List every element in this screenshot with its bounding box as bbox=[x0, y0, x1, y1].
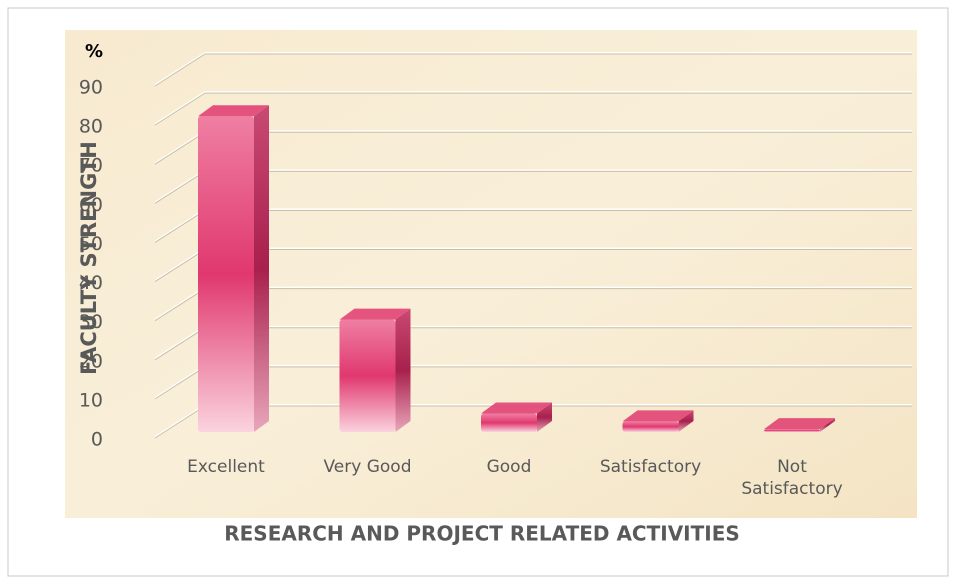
bar-front bbox=[198, 116, 254, 433]
bar bbox=[339, 308, 411, 432]
grid-line bbox=[154, 91, 912, 125]
y-tick-label: 0 bbox=[91, 429, 103, 451]
x-tick-label: Very Good bbox=[323, 457, 412, 477]
x-tick-label: Satisfactory bbox=[599, 457, 702, 477]
y-tick-label: 60 bbox=[79, 194, 103, 216]
bar-front bbox=[339, 319, 396, 432]
bar bbox=[622, 410, 694, 432]
bar-front bbox=[622, 421, 679, 432]
y-axis-title: FACULTY STRENGTH bbox=[77, 141, 101, 375]
bar-side bbox=[537, 402, 552, 432]
bar-top bbox=[339, 308, 411, 320]
grid-line bbox=[154, 52, 912, 86]
bar-top bbox=[622, 410, 694, 422]
bar bbox=[764, 418, 835, 432]
bar-top bbox=[481, 402, 552, 414]
y-tick-label: 50 bbox=[79, 233, 103, 255]
bar-front bbox=[481, 413, 537, 432]
y-tick-label: 10 bbox=[79, 389, 103, 411]
y-tick-label: 90 bbox=[79, 77, 103, 99]
x-tick-label: Not Satisfactory bbox=[741, 457, 843, 499]
bar bbox=[198, 105, 269, 433]
bar-side bbox=[678, 410, 694, 432]
grid-line-shadow bbox=[154, 53, 912, 87]
y-tick-label: 70 bbox=[79, 155, 103, 177]
y-tick-label: 40 bbox=[79, 272, 103, 294]
bar-side bbox=[820, 418, 835, 432]
bar-top bbox=[198, 105, 269, 117]
x-tick-label: Excellent bbox=[187, 457, 265, 477]
bar bbox=[481, 402, 552, 432]
y-unit: % bbox=[85, 41, 103, 62]
grid-line-shadow bbox=[154, 92, 912, 126]
y-tick-label: 80 bbox=[79, 116, 103, 138]
bar-top bbox=[764, 418, 835, 430]
bar-side bbox=[395, 308, 411, 432]
bar-side bbox=[254, 105, 269, 433]
x-tick-label: Good bbox=[486, 457, 532, 477]
x-axis-title: RESEARCH AND PROJECT RELATED ACTIVITIES bbox=[224, 522, 740, 546]
chart-background bbox=[65, 30, 917, 518]
y-tick-label: 30 bbox=[79, 311, 103, 333]
bar-front bbox=[764, 429, 820, 432]
y-tick-label: 20 bbox=[79, 350, 103, 372]
